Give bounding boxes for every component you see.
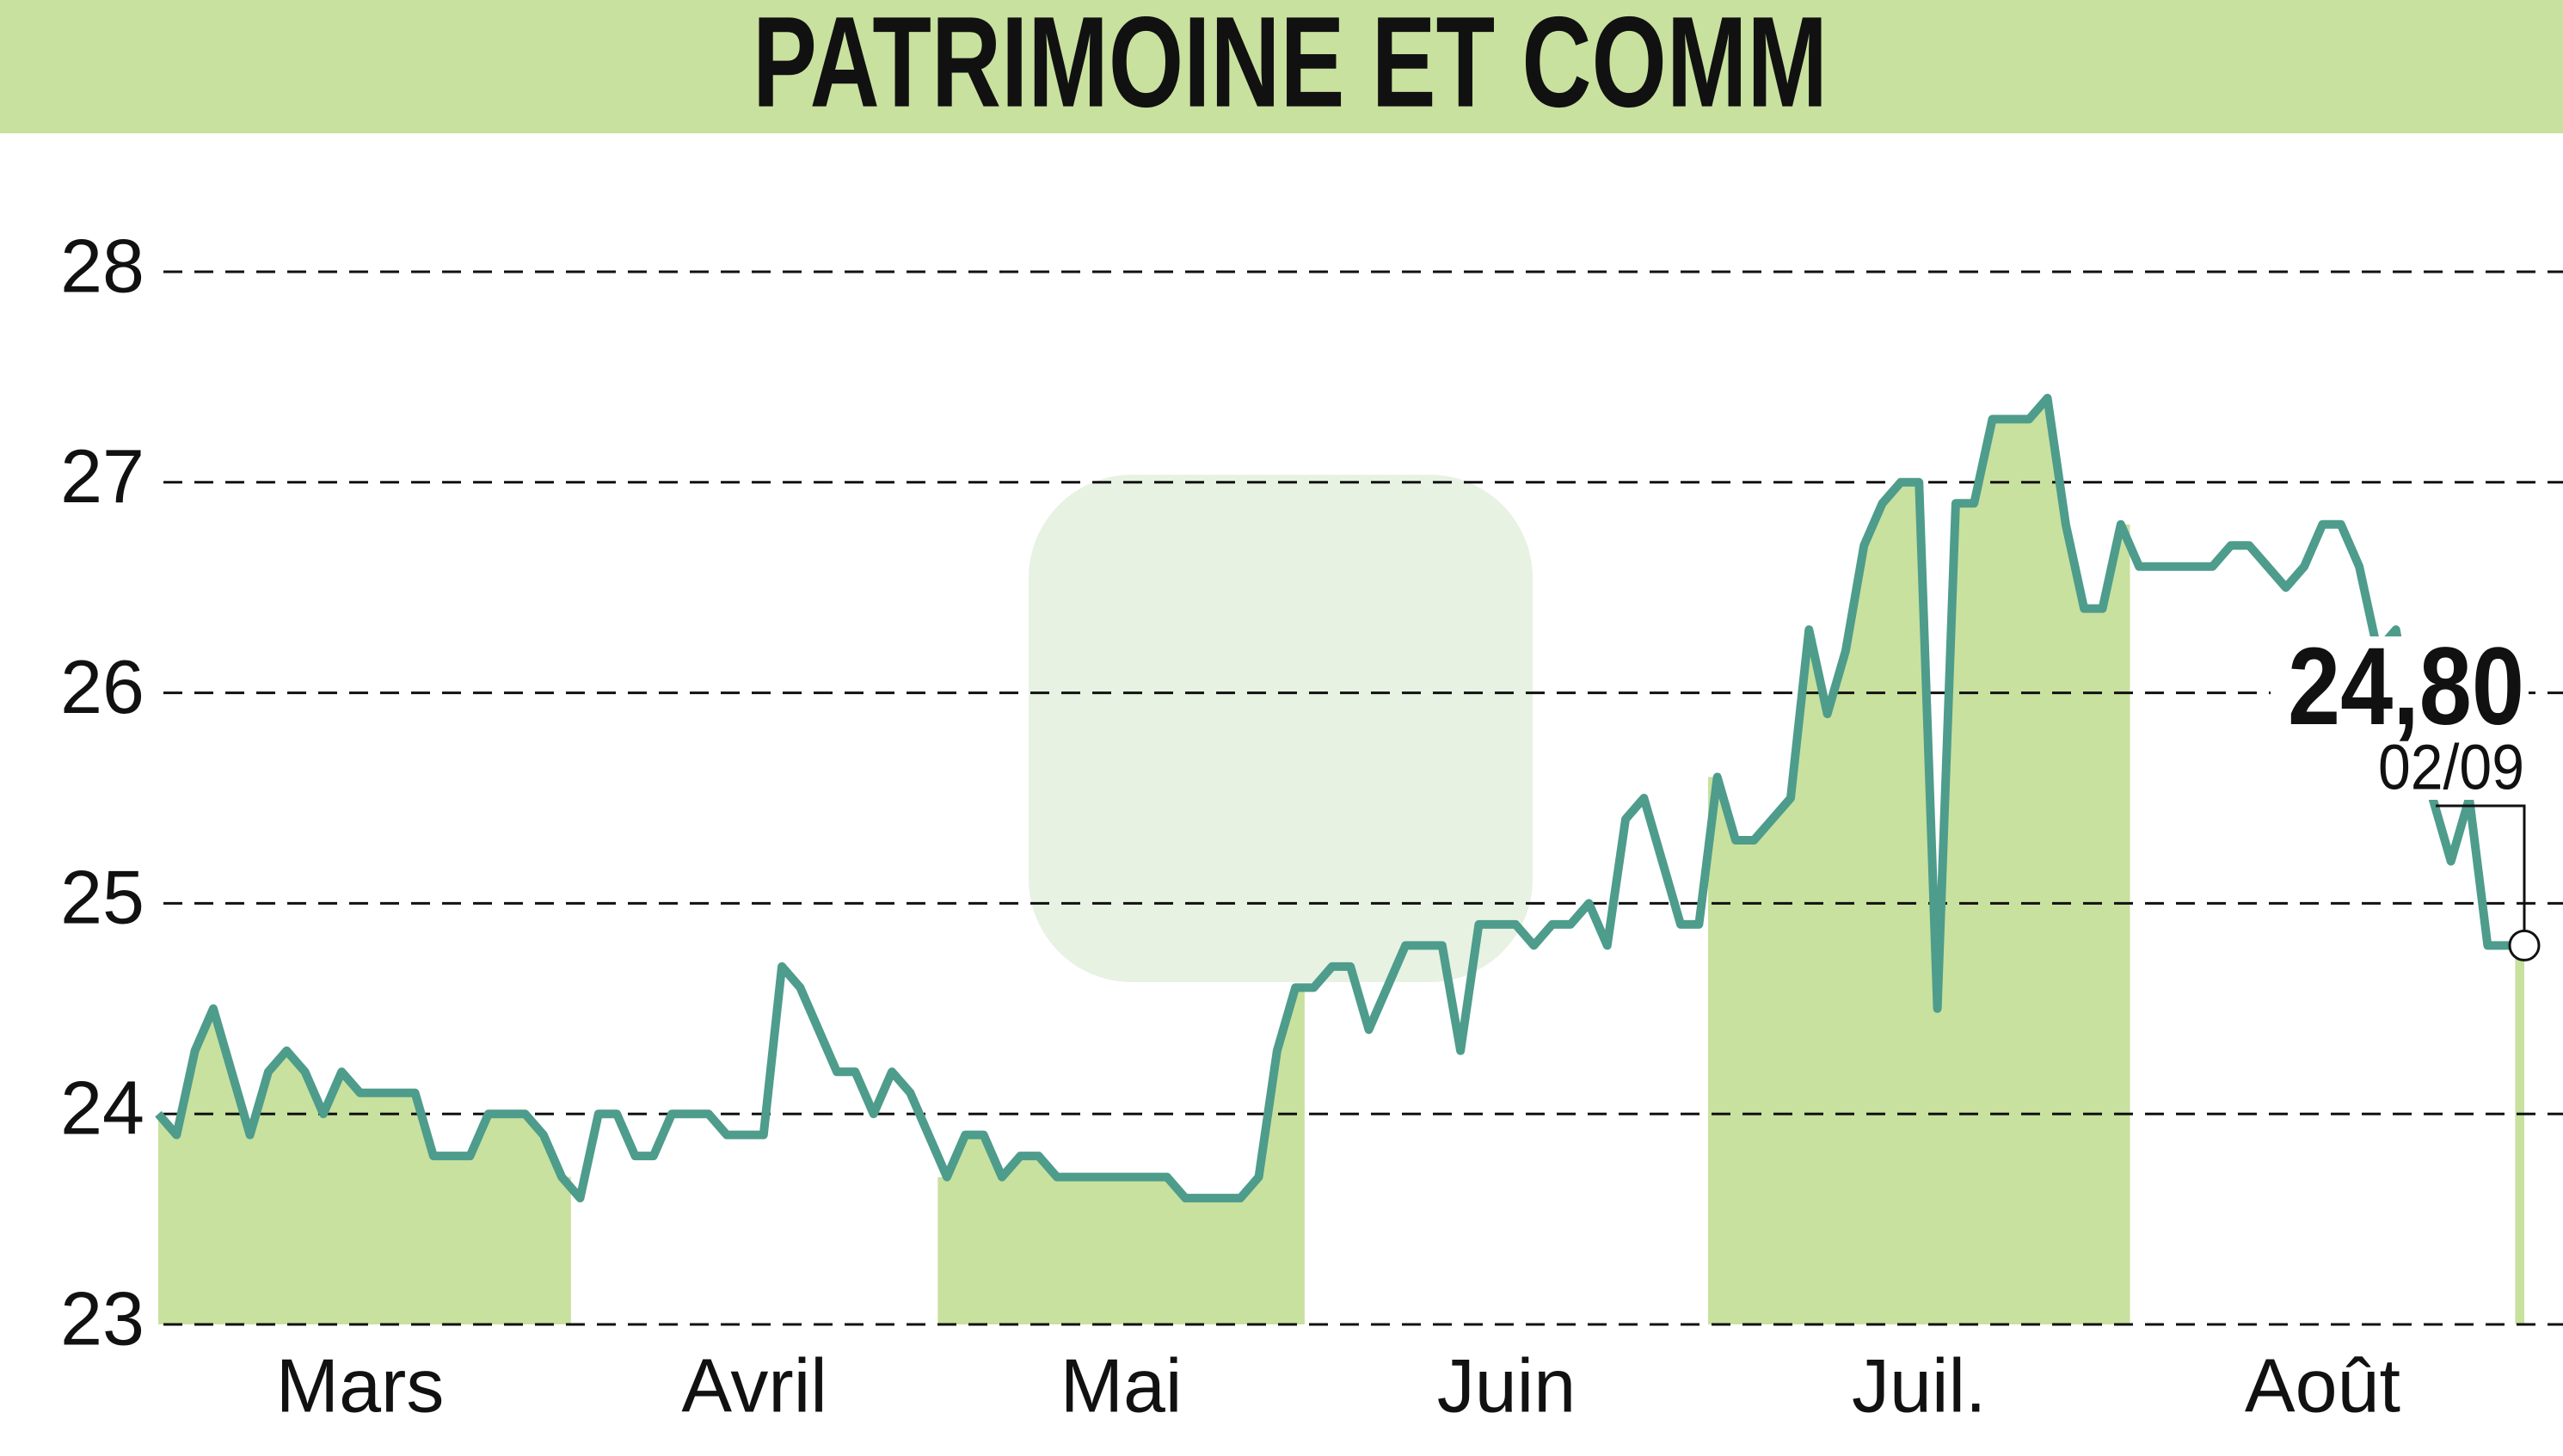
last-point	[2508, 929, 2541, 961]
x-tick-label: Juil.	[1852, 1342, 1987, 1428]
x-tick-label: Août	[2245, 1342, 2400, 1428]
month-shade	[1708, 397, 2130, 1324]
y-tick-label: 28	[60, 223, 144, 308]
y-tick-label: 25	[60, 855, 144, 940]
x-tick-label: Avril	[681, 1342, 827, 1428]
month-shade	[937, 987, 1305, 1324]
last-date-label: 02/09	[2378, 732, 2524, 803]
month-shade	[158, 1008, 571, 1324]
header-band	[0, 0, 2563, 133]
price-line	[155, 393, 2524, 1203]
y-tick-label: 24	[60, 1065, 144, 1150]
y-tick-label: 23	[60, 1275, 144, 1361]
y-tick-label: 26	[60, 644, 144, 729]
y-tick-label: 27	[60, 433, 144, 519]
chart-title: PATRIMOINE ET COMM	[753, 0, 1828, 134]
label-bg	[2271, 636, 2529, 800]
watermark	[1029, 475, 1533, 982]
x-tick-label: Juin	[1437, 1342, 1576, 1428]
x-tick-label: Mai	[1060, 1342, 1183, 1428]
last-value-label: 24,80	[2288, 625, 2524, 748]
x-tick-label: Mars	[276, 1342, 445, 1428]
leader-line	[2436, 804, 2526, 946]
month-shade	[2515, 945, 2524, 1324]
